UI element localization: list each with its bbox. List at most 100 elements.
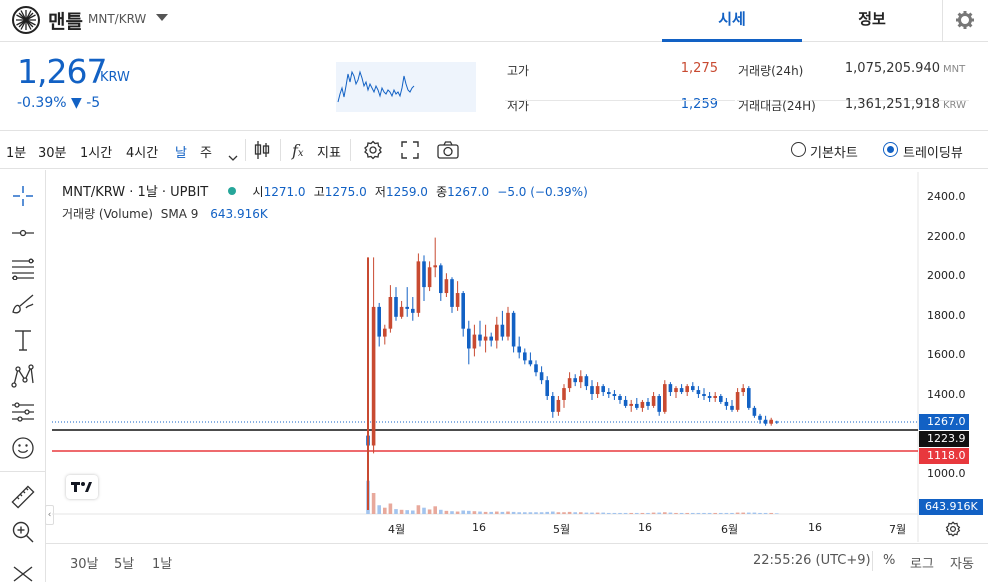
indicator-fx-icon[interactable]: fx	[292, 141, 304, 160]
indicator-button[interactable]: 지표	[317, 146, 341, 161]
mantle-logo-icon	[12, 6, 40, 34]
candle-body	[394, 297, 398, 317]
x-tick: 5월	[553, 523, 571, 536]
drawing-toolbar	[0, 170, 46, 582]
candle-body	[612, 394, 617, 396]
candle-body	[618, 396, 622, 400]
range-1d[interactable]: 1날	[152, 557, 173, 572]
ruler-icon[interactable]	[11, 485, 35, 509]
candle-body	[528, 360, 533, 365]
zoom-in-icon[interactable]	[11, 520, 35, 544]
candle-body	[679, 388, 684, 393]
candle-body	[371, 306, 376, 446]
toolbar-divider	[245, 139, 246, 161]
interval-week[interactable]: 주	[200, 146, 212, 161]
volume-title: 거래량 (Volume)	[62, 207, 153, 221]
candle-body	[735, 392, 740, 410]
candle-body	[405, 306, 409, 309]
candle-body	[467, 328, 471, 349]
volume-bar	[500, 511, 505, 514]
text-tool-icon[interactable]	[11, 328, 35, 352]
candle-body	[439, 265, 443, 294]
trading-view-label[interactable]: 트레이딩뷰	[903, 146, 963, 161]
camera-icon[interactable]	[437, 141, 459, 163]
candle-body	[752, 407, 757, 416]
interval-chevron-down-icon[interactable]	[228, 147, 238, 166]
trend-line-icon[interactable]	[11, 221, 35, 245]
candle-body	[651, 396, 656, 406]
volume-bar	[607, 512, 611, 514]
trading-view-radio[interactable]	[883, 142, 898, 157]
tab-info[interactable]: 정보	[858, 10, 886, 28]
candle-body	[674, 388, 678, 393]
volume-bar	[657, 512, 661, 514]
settings-gear-icon[interactable]	[363, 140, 383, 164]
stat-divider	[505, 100, 735, 101]
volume-bar	[528, 512, 533, 514]
collapse-toolbar-chevron-icon[interactable]: ‹	[45, 505, 54, 525]
last-price-tag: 1267.0	[919, 414, 969, 430]
volume-bar	[651, 512, 656, 514]
candle-body	[724, 401, 729, 406]
candle-body	[696, 390, 701, 395]
fullscreen-icon[interactable]	[401, 141, 419, 163]
candle-body	[635, 403, 639, 408]
candle-style-icon[interactable]	[253, 140, 271, 164]
volume-bar	[747, 512, 751, 514]
volume-bars	[366, 480, 779, 514]
candle-body	[691, 386, 695, 391]
basic-chart-label[interactable]: 기본차트	[810, 146, 858, 161]
volume-bar	[545, 511, 549, 514]
auto-toggle[interactable]: 자동	[950, 557, 974, 572]
candle-body	[545, 380, 549, 396]
y-tick: 2000.0	[927, 269, 966, 282]
volume-bar	[427, 509, 432, 514]
price-unit: KRW	[100, 70, 130, 85]
volume-bar	[618, 512, 622, 514]
interval-1h[interactable]: 1시간	[80, 146, 113, 161]
interval-day[interactable]: 날	[175, 146, 187, 161]
legend-title: MNT/KRW · 1날 · UPBIT	[62, 185, 209, 200]
volume-bar	[719, 512, 723, 514]
candle-body	[601, 386, 605, 393]
volume-bar	[562, 512, 566, 514]
interval-1m[interactable]: 1분	[6, 146, 27, 161]
range-30d[interactable]: 30날	[70, 557, 99, 572]
emoji-icon[interactable]	[11, 436, 35, 460]
interval-30m[interactable]: 30분	[38, 146, 67, 161]
axis-settings-gear-icon[interactable]	[945, 521, 961, 541]
candle-body	[590, 386, 594, 395]
percent-toggle[interactable]: %	[883, 553, 896, 568]
interval-4h[interactable]: 4시간	[126, 146, 159, 161]
tradingview-logo	[66, 475, 98, 499]
crosshair-icon[interactable]	[11, 184, 35, 208]
prediction-icon[interactable]	[11, 400, 35, 424]
header-divider	[942, 0, 943, 42]
log-toggle[interactable]: 로그	[910, 557, 934, 572]
basic-chart-radio[interactable]	[791, 142, 806, 157]
candle-body	[489, 336, 493, 341]
volume-bar	[461, 510, 465, 514]
legend-high: 1275.0	[324, 185, 367, 199]
legend-open: 1271.0	[263, 185, 306, 199]
range-5d[interactable]: 5날	[114, 557, 135, 572]
coin-name: 맨틀	[48, 11, 83, 33]
volume-bar	[735, 512, 740, 514]
brush-icon[interactable]	[11, 292, 35, 316]
clock-time[interactable]: 22:55:26 (UTC+9)	[753, 553, 871, 568]
y-tick: 1000.0	[927, 467, 966, 480]
candle-body	[607, 392, 611, 395]
candle-body	[595, 386, 600, 395]
magnet-icon[interactable]	[11, 563, 35, 587]
pattern-icon[interactable]	[11, 364, 35, 388]
gear-icon[interactable]	[955, 10, 975, 30]
volume-sma: SMA 9	[160, 207, 199, 221]
volume-bar	[450, 511, 454, 514]
coin-select-chevron-down-icon[interactable]	[156, 14, 168, 21]
candles	[366, 237, 779, 510]
mini-price-chart	[336, 62, 476, 112]
tab-price[interactable]: 시세	[662, 0, 802, 42]
fib-lines-icon[interactable]	[11, 256, 35, 281]
candle-body	[763, 419, 768, 424]
